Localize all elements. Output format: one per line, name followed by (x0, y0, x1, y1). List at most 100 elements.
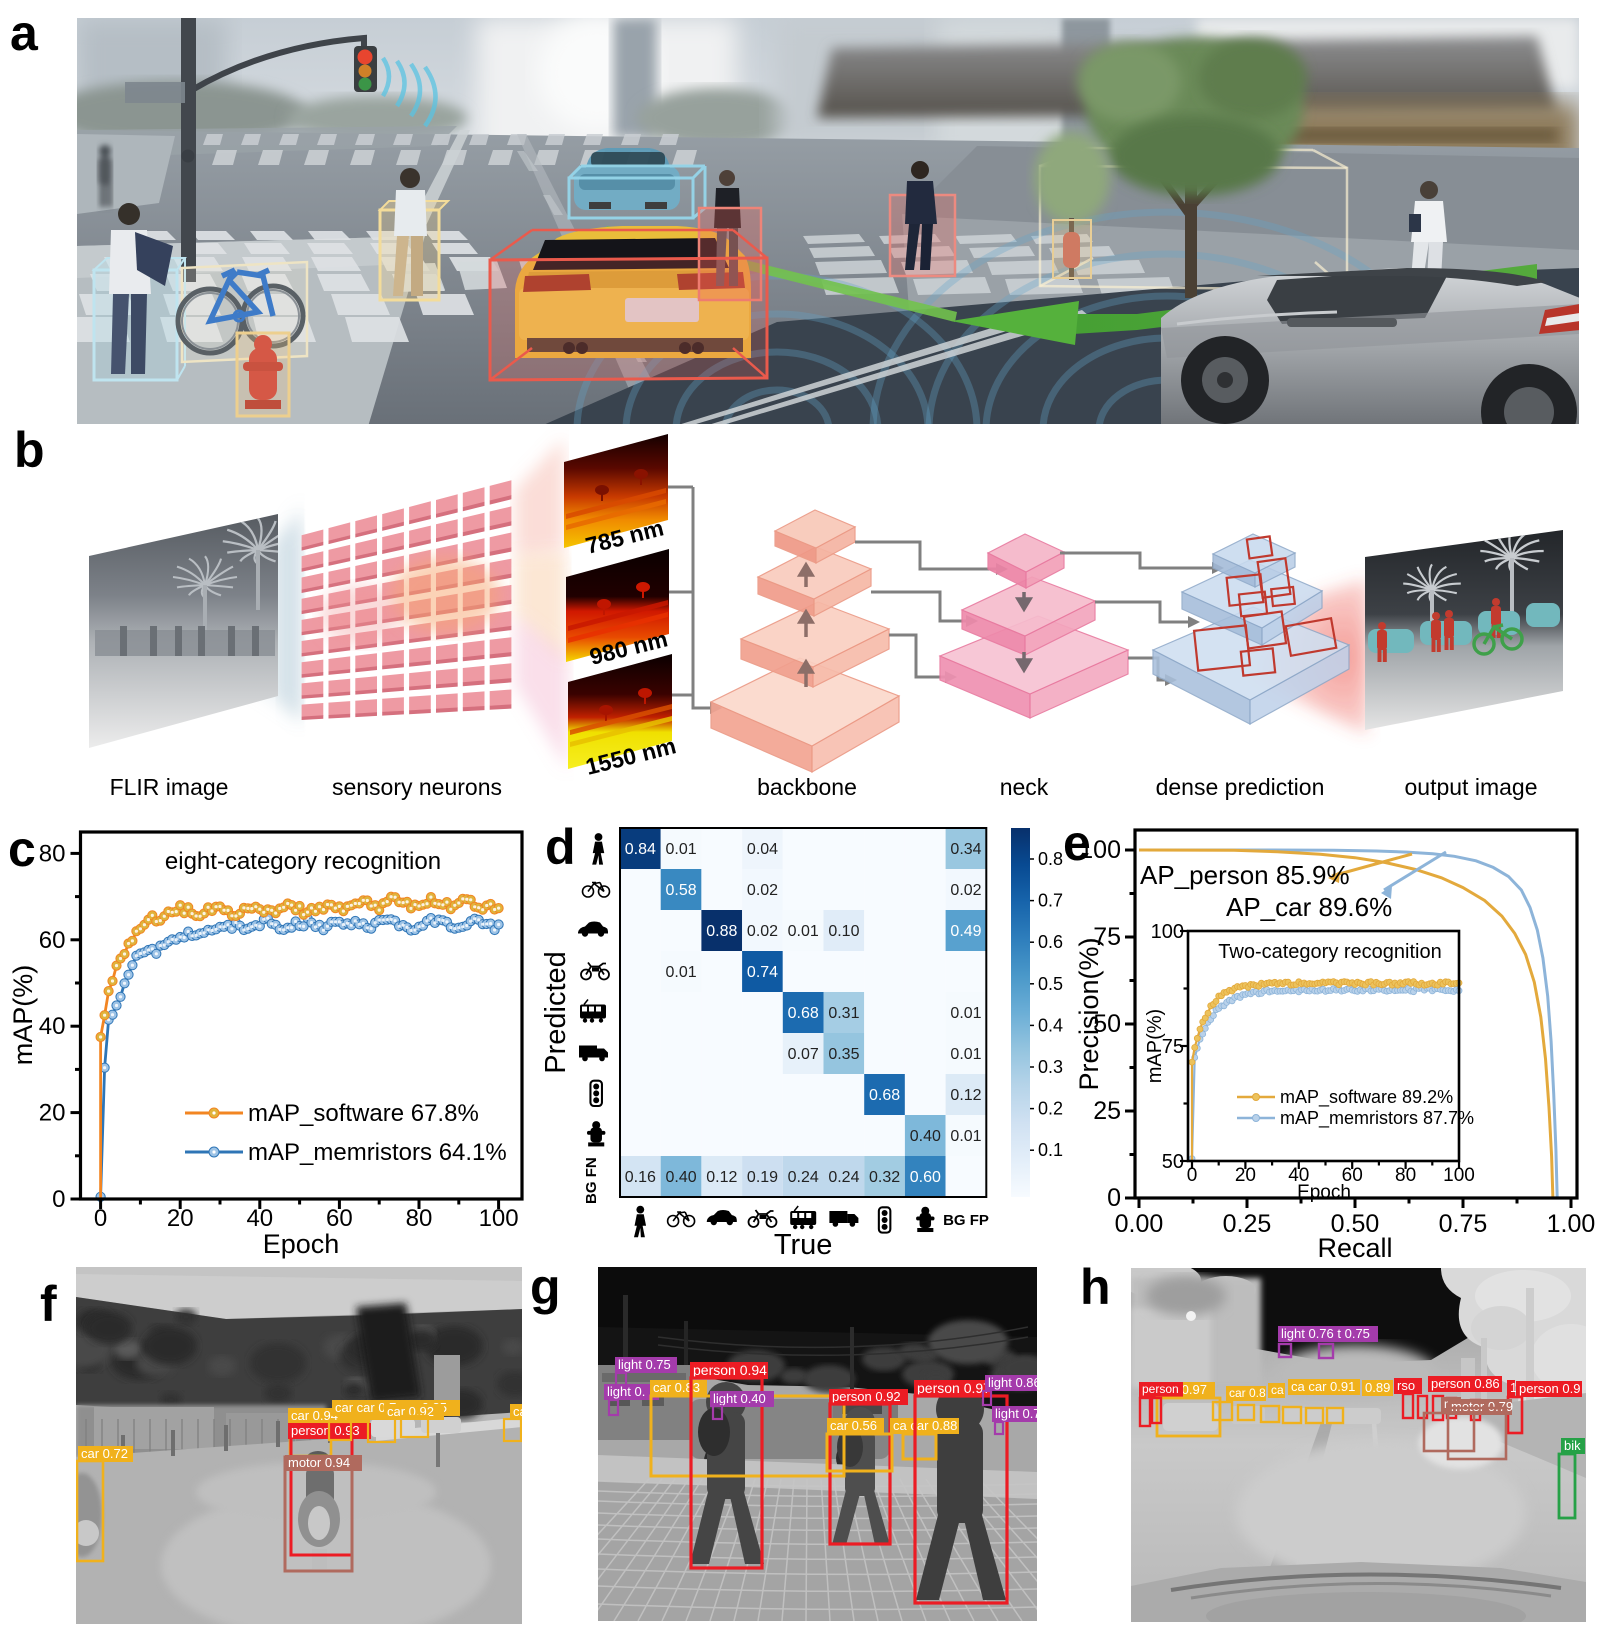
svg-text:mAP(%): mAP(%) (8, 965, 38, 1066)
svg-text:0.00: 0.00 (1115, 1210, 1164, 1238)
svg-text:0.40: 0.40 (910, 1128, 941, 1145)
svg-text:FLIR image: FLIR image (110, 774, 229, 800)
svg-text:20: 20 (1235, 1165, 1256, 1186)
svg-text:ca: ca (513, 1404, 522, 1419)
svg-text:mAP_software 89.2%: mAP_software 89.2% (1280, 1087, 1453, 1108)
svg-text:75: 75 (1162, 1036, 1184, 1058)
svg-text:0.84: 0.84 (625, 841, 656, 858)
svg-text:0.01: 0.01 (950, 1005, 981, 1022)
svg-text:car 0.83: car 0.83 (653, 1380, 700, 1395)
svg-text:sensory neurons: sensory neurons (332, 774, 502, 800)
svg-text:0.24: 0.24 (788, 1169, 819, 1186)
svg-text:light 0.75: light 0.75 (618, 1357, 671, 1372)
svg-text:0.5: 0.5 (1038, 974, 1063, 994)
svg-text:0.31: 0.31 (828, 1005, 859, 1022)
svg-text:0.40: 0.40 (666, 1169, 697, 1186)
svg-text:0.35: 0.35 (828, 1046, 859, 1063)
svg-text:0.60: 0.60 (910, 1169, 941, 1186)
svg-text:0.12: 0.12 (706, 1169, 737, 1186)
svg-text:person 0.94: person 0.94 (693, 1362, 767, 1378)
svg-text:80: 80 (406, 1205, 433, 1232)
svg-text:25: 25 (1093, 1097, 1121, 1125)
svg-text:car 0.72: car 0.72 (81, 1446, 128, 1461)
svg-text:motor 0.79: motor 0.79 (1451, 1399, 1513, 1414)
svg-text:0.04: 0.04 (747, 841, 778, 858)
svg-text:100: 100 (1151, 921, 1184, 943)
svg-text:motor 0.94: motor 0.94 (288, 1455, 350, 1470)
svg-text:Precision(%): Precision(%) (1074, 937, 1104, 1090)
svg-text:0.01: 0.01 (950, 1046, 981, 1063)
svg-text:1.00: 1.00 (1547, 1210, 1596, 1238)
svg-text:0.34: 0.34 (950, 841, 981, 858)
svg-text:eight-category recognition: eight-category recognition (165, 848, 441, 875)
svg-text:75: 75 (1093, 923, 1121, 951)
svg-text:0: 0 (94, 1205, 107, 1232)
svg-text:0: 0 (52, 1186, 65, 1213)
svg-text:0.16: 0.16 (625, 1169, 656, 1186)
svg-text:rso: rso (1397, 1378, 1415, 1393)
svg-text:person 0.86: person 0.86 (1431, 1376, 1500, 1391)
svg-text:0.02: 0.02 (747, 882, 778, 899)
svg-text:ca car 0.88: ca car 0.88 (893, 1418, 957, 1433)
svg-text:40: 40 (39, 1013, 66, 1040)
svg-text:0.89: 0.89 (1365, 1380, 1390, 1395)
svg-text:light 0.76 t 0.75: light 0.76 t 0.75 (1281, 1326, 1370, 1341)
svg-text:60: 60 (1342, 1165, 1363, 1186)
svg-text:0.19: 0.19 (747, 1169, 778, 1186)
svg-text:light 0.40: light 0.40 (713, 1391, 766, 1406)
svg-text:mAP_memristors 87.7%: mAP_memristors 87.7% (1280, 1108, 1474, 1129)
svg-text:0: 0 (1187, 1165, 1198, 1186)
svg-text:60: 60 (39, 927, 66, 954)
svg-text:80: 80 (39, 840, 66, 867)
svg-text:100: 100 (479, 1205, 519, 1232)
svg-text:output image: output image (1405, 774, 1538, 800)
svg-text:0.88: 0.88 (706, 923, 737, 940)
svg-text:0.01: 0.01 (788, 923, 819, 940)
svg-text:0: 0 (1107, 1184, 1121, 1212)
svg-text:100: 100 (1079, 836, 1121, 864)
svg-text:backbone: backbone (757, 774, 857, 800)
svg-text:80: 80 (1395, 1165, 1416, 1186)
svg-text:AP_person 85.9%: AP_person 85.9% (1140, 860, 1350, 890)
svg-text:0.02: 0.02 (950, 882, 981, 899)
svg-text:Epoch: Epoch (1297, 1182, 1351, 1203)
svg-text:light 0.: light 0. (607, 1384, 645, 1399)
svg-text:1: 1 (1510, 1380, 1517, 1395)
svg-text:0.75: 0.75 (1439, 1210, 1488, 1238)
svg-text:0.1: 0.1 (1038, 1140, 1063, 1160)
svg-text:0.4: 0.4 (1038, 1015, 1063, 1035)
svg-text:50: 50 (1093, 1010, 1121, 1038)
svg-text:person 0.9: person 0.9 (1519, 1381, 1580, 1396)
svg-text:BG FN: BG FN (583, 1157, 600, 1204)
svg-text:0.25: 0.25 (1223, 1210, 1272, 1238)
svg-text:person: person (1142, 1382, 1179, 1396)
svg-text:person 0.92: person 0.92 (832, 1389, 901, 1404)
svg-text:BG FP: BG FP (943, 1212, 989, 1229)
svg-text:0.7: 0.7 (1038, 891, 1063, 911)
svg-text:AP_car 89.6%: AP_car 89.6% (1226, 892, 1392, 922)
svg-text:True: True (774, 1229, 833, 1261)
svg-text:0.24: 0.24 (828, 1169, 859, 1186)
svg-text:car 0.8: car 0.8 (1229, 1386, 1266, 1400)
svg-text:ca car 0.91: ca car 0.91 (1291, 1379, 1355, 1394)
svg-text:mAP_software 67.8%: mAP_software 67.8% (248, 1100, 479, 1127)
svg-text:0.49: 0.49 (950, 923, 981, 940)
svg-text:Epoch: Epoch (263, 1229, 340, 1259)
svg-text:40: 40 (246, 1205, 273, 1232)
svg-text:neck: neck (1000, 774, 1049, 800)
svg-text:car 0.94: car 0.94 (291, 1408, 338, 1423)
svg-text:0.6: 0.6 (1038, 932, 1063, 952)
svg-text:60: 60 (326, 1205, 353, 1232)
svg-text:person 0.93: person 0.93 (291, 1423, 360, 1438)
svg-text:Recall: Recall (1317, 1233, 1392, 1263)
svg-text:ca: ca (1271, 1383, 1284, 1397)
svg-text:0.10: 0.10 (828, 923, 859, 940)
svg-text:Predicted: Predicted (540, 951, 572, 1074)
svg-text:0.8: 0.8 (1038, 849, 1063, 869)
svg-text:0.32: 0.32 (869, 1169, 900, 1186)
svg-text:0.68: 0.68 (869, 1087, 900, 1104)
svg-text:0.07: 0.07 (788, 1046, 819, 1063)
svg-text:20: 20 (39, 1100, 66, 1127)
svg-text:100: 100 (1443, 1165, 1475, 1186)
svg-text:0.2: 0.2 (1038, 1099, 1063, 1119)
